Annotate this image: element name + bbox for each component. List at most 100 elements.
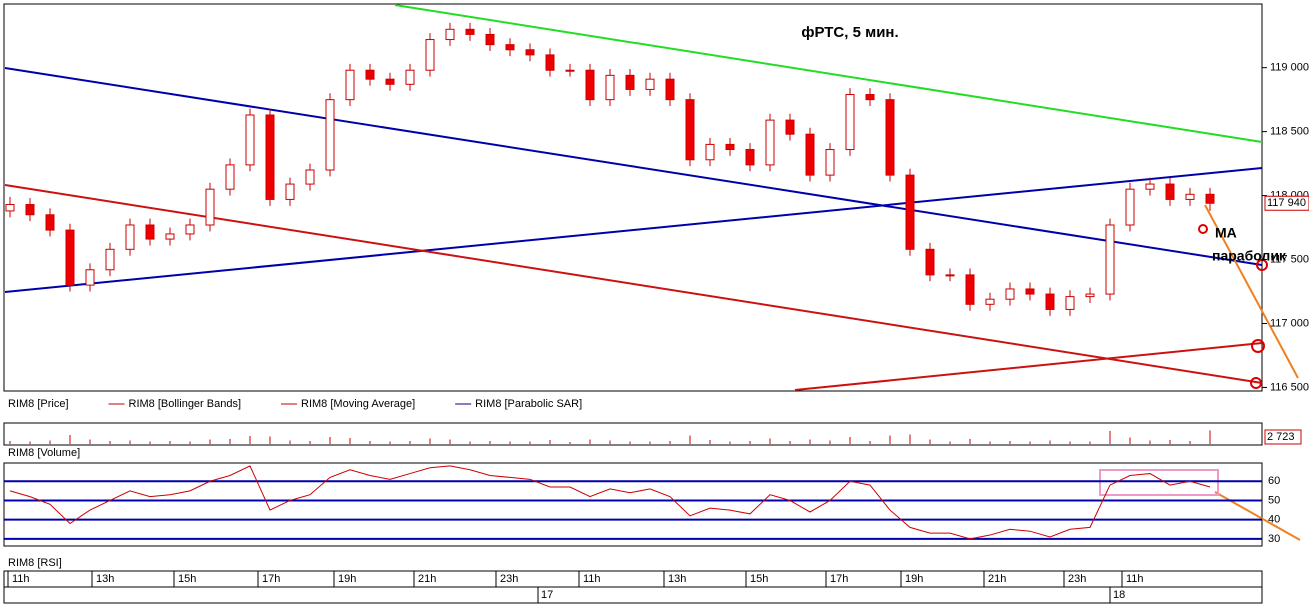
x-tick-label: 11h xyxy=(583,573,601,585)
candle-body xyxy=(645,78,655,90)
candle-body xyxy=(385,78,395,85)
candle-body xyxy=(845,94,855,151)
volume-value: 2 723 xyxy=(1267,431,1295,443)
candle-body xyxy=(765,119,775,166)
y-tick-label: 119 000 xyxy=(1270,62,1309,74)
candle-body xyxy=(505,44,515,51)
candle-body xyxy=(1025,288,1035,295)
candle-body xyxy=(465,28,475,35)
candle-body xyxy=(325,99,335,171)
legend-label: RIM8 [Parabolic SAR] xyxy=(475,398,582,410)
candle-body xyxy=(165,233,175,240)
trend-line xyxy=(794,342,1263,391)
price-label: 117 940 xyxy=(1267,197,1306,209)
panel-label: RIM8 [RSI] xyxy=(8,557,62,569)
volume-box xyxy=(1264,429,1302,445)
candle-body xyxy=(525,49,535,56)
chart-title: фРТС, 5 мин. xyxy=(801,24,898,41)
trend-line xyxy=(4,67,1263,266)
y-tick-label: 117 000 xyxy=(1270,317,1309,329)
candle-body xyxy=(1105,224,1115,295)
candle-body xyxy=(265,114,275,200)
rsi-tick-label: 60 xyxy=(1268,475,1280,487)
candle-body xyxy=(1165,183,1175,200)
highlight xyxy=(1099,469,1219,496)
candle-body xyxy=(925,248,935,276)
x-tick-label: 19h xyxy=(338,573,356,585)
candle-body xyxy=(965,274,975,305)
x-tick-label: 13h xyxy=(96,573,114,585)
candle-body xyxy=(705,143,715,161)
candle-body xyxy=(105,248,115,271)
candle-body xyxy=(685,99,695,161)
x-tick-label: 11h xyxy=(12,573,30,585)
trend-line xyxy=(4,184,1263,384)
candle-body xyxy=(65,229,75,286)
candle-body xyxy=(85,269,95,286)
candle-body xyxy=(45,214,55,231)
candle-body xyxy=(485,33,495,46)
legend-label: RIM8 [Price] xyxy=(8,398,69,410)
candle-body xyxy=(725,143,735,151)
candle-body xyxy=(25,204,35,216)
date-label: 18 xyxy=(1113,589,1125,601)
candle-body xyxy=(1085,293,1095,298)
legend-label: RIM8 [Moving Average] xyxy=(301,398,415,410)
candle-body xyxy=(365,69,375,80)
arrow xyxy=(1204,204,1299,379)
price-panel xyxy=(3,3,1263,392)
candle-body xyxy=(1045,293,1055,310)
marker xyxy=(1250,377,1262,389)
y-tick-label: 118 500 xyxy=(1270,126,1309,138)
x-tick-label: 23h xyxy=(500,573,518,585)
candle-body xyxy=(585,69,595,101)
candle-body xyxy=(785,119,795,135)
x-tick-label: 13h xyxy=(668,573,686,585)
candle-body xyxy=(185,224,195,235)
x-tick-label: 17h xyxy=(262,573,280,585)
candle-body xyxy=(1205,193,1215,204)
candle-body xyxy=(625,74,635,90)
candle-body xyxy=(865,94,875,101)
marker xyxy=(1198,224,1208,234)
candle-body xyxy=(425,39,435,71)
candle-body xyxy=(145,224,155,240)
candle-body xyxy=(665,78,675,101)
y-tick-label: 117 500 xyxy=(1270,253,1309,265)
x-tick-label: 11h xyxy=(1126,573,1144,585)
candle-body xyxy=(745,149,755,166)
candle-body xyxy=(5,204,15,212)
candle-body xyxy=(905,174,915,250)
candle-body xyxy=(545,54,555,71)
candle-body xyxy=(225,164,235,190)
candle-body xyxy=(205,188,215,226)
x-tick-label: 15h xyxy=(178,573,196,585)
candle-body xyxy=(945,274,955,277)
rsi-tick-label: 30 xyxy=(1268,533,1280,545)
x-tick-label: 21h xyxy=(988,573,1006,585)
volume-panel xyxy=(3,422,1263,446)
candle-body xyxy=(245,114,255,166)
panel-label: RIM8 [Volume] xyxy=(8,447,80,459)
marker xyxy=(1251,339,1265,353)
x-tick-label: 19h xyxy=(905,573,923,585)
candle-body xyxy=(885,99,895,176)
candle-body xyxy=(285,183,295,200)
candle-body xyxy=(1065,296,1075,310)
candle-body xyxy=(305,169,315,185)
date-label: 17 xyxy=(541,589,553,601)
rsi-tick-label: 50 xyxy=(1268,494,1280,506)
candle-body xyxy=(125,224,135,250)
candle-body xyxy=(825,149,835,176)
candle-body xyxy=(1185,193,1195,200)
x-tick-label: 15h xyxy=(750,573,768,585)
trend-line xyxy=(4,167,1263,293)
candle-body xyxy=(985,298,995,305)
legend-label: RIM8 [Bollinger Bands] xyxy=(129,398,242,410)
rsi-panel xyxy=(3,462,1263,547)
candle-body xyxy=(345,69,355,101)
annotation: параболик xyxy=(1212,248,1287,264)
trend-line xyxy=(394,4,1263,143)
price-box xyxy=(1264,195,1309,211)
